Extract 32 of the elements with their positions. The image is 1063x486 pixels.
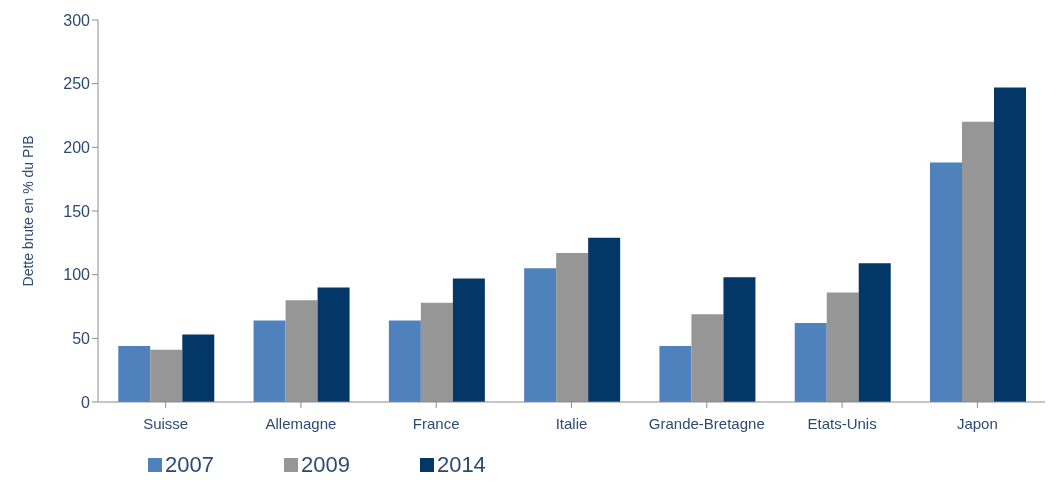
bar (317, 287, 350, 402)
y-tick-label: 100 (63, 266, 91, 284)
bar (253, 320, 286, 402)
bar (659, 345, 692, 402)
legend-label: 2014 (435, 452, 486, 478)
legend-label: 2007 (164, 452, 214, 478)
bar (858, 263, 891, 402)
bar (930, 162, 963, 402)
x-tick-label: Allemagne (265, 414, 337, 432)
x-tick-label: Italie (555, 414, 588, 432)
bar (723, 277, 756, 402)
x-tick-label: Grande-Bretagne (648, 414, 765, 432)
bar (994, 87, 1027, 402)
legend-label: 2009 (299, 452, 350, 478)
bar (118, 345, 151, 402)
y-tick-label: 0 (81, 393, 91, 411)
x-tick-label: Japon (956, 414, 998, 432)
x-tick-label: Suisse (143, 414, 189, 432)
x-tick-label: France (412, 414, 460, 432)
y-axis-title: Dette brute en % du PIB (19, 135, 36, 287)
bar (794, 323, 827, 402)
y-tick-label: 300 (63, 11, 91, 29)
bar (524, 268, 557, 402)
x-tick-label: Etats-Unis (807, 414, 877, 432)
bar (588, 237, 621, 402)
bar (388, 320, 421, 402)
y-tick-label: 250 (63, 75, 91, 93)
bar (452, 278, 485, 402)
y-tick-label: 150 (63, 202, 91, 220)
bar (182, 334, 215, 402)
y-tick-label: 200 (63, 139, 91, 157)
y-tick-label: 50 (72, 330, 91, 348)
